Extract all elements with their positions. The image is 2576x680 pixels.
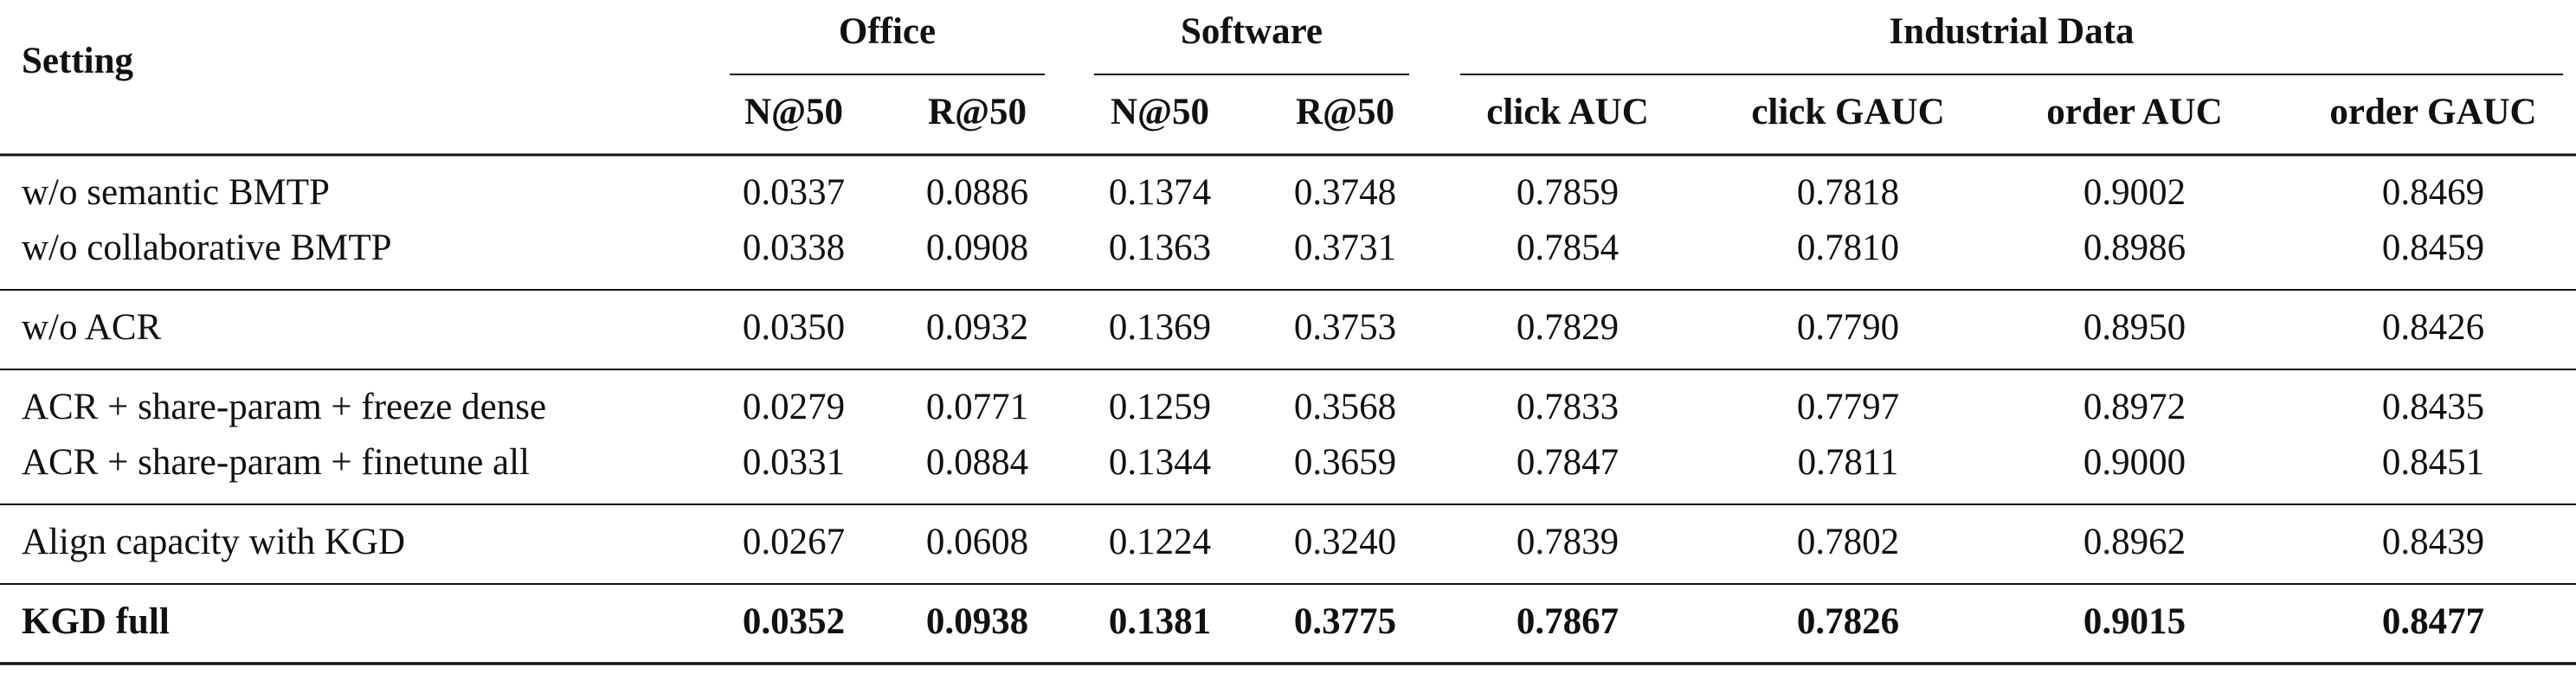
cell: 0.1259 bbox=[1109, 387, 1211, 427]
row-label: Align capacity with KGD bbox=[22, 522, 405, 562]
cell: 0.8439 bbox=[2382, 522, 2484, 562]
cell: 0.9015 bbox=[2083, 601, 2186, 642]
cell: 0.0352 bbox=[743, 601, 845, 642]
cell: 0.0771 bbox=[926, 387, 1028, 427]
cell: 0.7811 bbox=[1798, 442, 1899, 483]
cell: 0.0884 bbox=[926, 442, 1028, 483]
cell: 0.3659 bbox=[1294, 442, 1396, 483]
cell: 0.7859 bbox=[1517, 172, 1619, 213]
column-header: order GAUC bbox=[2329, 92, 2536, 132]
cell: 0.7810 bbox=[1797, 228, 1899, 268]
cell: 0.8972 bbox=[2083, 387, 2186, 427]
cell: 0.7818 bbox=[1797, 172, 1899, 213]
cell: 0.8459 bbox=[2382, 228, 2484, 268]
setting-header: Setting bbox=[22, 41, 134, 81]
cell: 0.8435 bbox=[2382, 387, 2484, 427]
cell: 0.7790 bbox=[1797, 307, 1899, 348]
group-header: Software bbox=[1181, 11, 1323, 52]
column-header: click AUC bbox=[1486, 92, 1649, 132]
cell: 0.3731 bbox=[1294, 228, 1396, 268]
cell: 0.8477 bbox=[2382, 601, 2484, 642]
row-label: w/o collaborative BMTP bbox=[22, 228, 392, 268]
row-label: ACR + share-param + finetune all bbox=[22, 442, 530, 483]
cell: 0.0350 bbox=[743, 307, 845, 348]
group-header: Office bbox=[839, 11, 936, 52]
cell: 0.7826 bbox=[1797, 601, 1899, 642]
column-header: order AUC bbox=[2046, 92, 2222, 132]
cell: 0.7839 bbox=[1517, 522, 1619, 562]
row-label: w/o ACR bbox=[22, 307, 162, 348]
group-header: Industrial Data bbox=[1889, 11, 2134, 52]
cell: 0.3753 bbox=[1294, 307, 1396, 348]
cell: 0.0938 bbox=[926, 601, 1028, 642]
cell: 0.7802 bbox=[1797, 522, 1899, 562]
cell: 0.3775 bbox=[1294, 601, 1396, 642]
cell: 0.7833 bbox=[1517, 387, 1619, 427]
cell: 0.7867 bbox=[1517, 601, 1619, 642]
cell: 0.0331 bbox=[743, 442, 845, 483]
cell: 0.1363 bbox=[1109, 228, 1211, 268]
cell: 0.8469 bbox=[2382, 172, 2484, 213]
cell: 0.8986 bbox=[2083, 228, 2186, 268]
cell: 0.0908 bbox=[926, 228, 1028, 268]
cell: 0.8962 bbox=[2083, 522, 2186, 562]
cell: 0.1224 bbox=[1109, 522, 1211, 562]
cell: 0.0932 bbox=[926, 307, 1028, 348]
column-header: N@50 bbox=[1111, 92, 1209, 132]
row-label: ACR + share-param + freeze dense bbox=[22, 387, 546, 427]
cell: 0.3748 bbox=[1294, 172, 1396, 213]
column-header: R@50 bbox=[928, 92, 1027, 132]
cell: 0.7829 bbox=[1517, 307, 1619, 348]
cell: 0.0279 bbox=[743, 387, 845, 427]
column-header: N@50 bbox=[744, 92, 843, 132]
cell: 0.3568 bbox=[1294, 387, 1396, 427]
cell: 0.0608 bbox=[926, 522, 1028, 562]
cell: 0.1369 bbox=[1109, 307, 1211, 348]
cell: 0.1381 bbox=[1109, 601, 1211, 642]
cell: 0.7854 bbox=[1517, 228, 1619, 268]
cell: 0.0886 bbox=[926, 172, 1028, 213]
cell: 0.8426 bbox=[2382, 307, 2484, 348]
cell: 0.1344 bbox=[1109, 442, 1211, 483]
cell: 0.0267 bbox=[743, 522, 845, 562]
cell: 0.8451 bbox=[2382, 442, 2484, 483]
row-label: w/o semantic BMTP bbox=[22, 172, 330, 213]
cell: 0.3240 bbox=[1294, 522, 1396, 562]
cell: 0.9002 bbox=[2083, 172, 2186, 213]
column-header: click GAUC bbox=[1751, 92, 1944, 132]
cell: 0.9000 bbox=[2083, 442, 2186, 483]
cell: 0.0338 bbox=[743, 228, 845, 268]
cell: 0.8950 bbox=[2083, 307, 2186, 348]
column-header: R@50 bbox=[1296, 92, 1394, 132]
cell: 0.1374 bbox=[1109, 172, 1211, 213]
row-label: KGD full bbox=[22, 601, 170, 642]
cell: 0.0337 bbox=[743, 172, 845, 213]
cell: 0.7797 bbox=[1797, 387, 1899, 427]
cell: 0.7847 bbox=[1517, 442, 1619, 483]
